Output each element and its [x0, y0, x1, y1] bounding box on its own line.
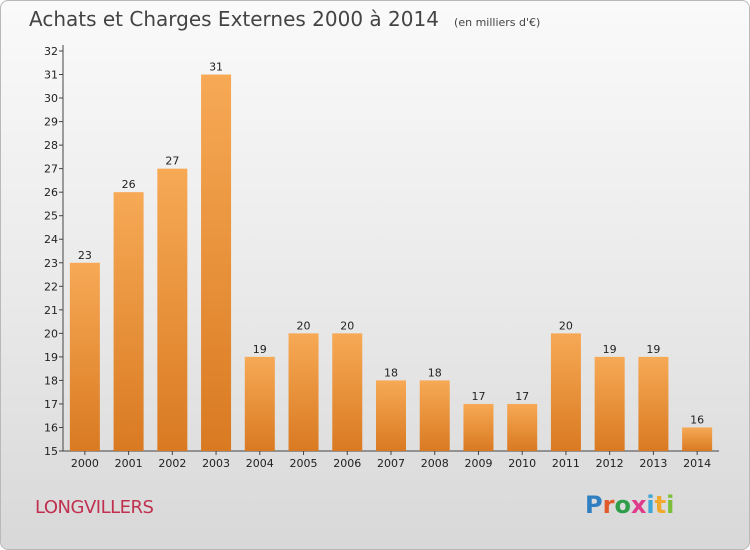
y-tick-label: 19 — [44, 351, 58, 364]
x-tick-label: 2007 — [377, 457, 405, 470]
bar-value-label: 17 — [471, 390, 485, 403]
y-tick-label: 28 — [44, 139, 58, 152]
y-tick-label: 24 — [44, 233, 58, 246]
chart-title: Achats et Charges Externes 2000 à 2014 — [29, 7, 439, 31]
y-tick-label: 16 — [44, 421, 58, 434]
y-tick-label: 31 — [44, 69, 58, 82]
x-tick-label: 2000 — [71, 457, 99, 470]
x-tick-label: 2013 — [639, 457, 667, 470]
x-tick-label: 2009 — [464, 457, 492, 470]
bar-value-label: 18 — [384, 366, 398, 379]
bar — [419, 380, 450, 451]
bar-value-label: 23 — [78, 249, 92, 262]
y-tick-label: 29 — [44, 116, 58, 129]
y-tick-label: 23 — [44, 257, 58, 270]
x-tick-label: 2004 — [246, 457, 274, 470]
bar-value-label: 19 — [603, 343, 617, 356]
y-tick-label: 25 — [44, 210, 58, 223]
title-row: Achats et Charges Externes 2000 à 2014 (… — [29, 7, 540, 31]
bar-value-label: 26 — [122, 178, 136, 191]
y-tick-label: 27 — [44, 163, 58, 176]
bar-value-label: 19 — [646, 343, 660, 356]
bar — [463, 403, 494, 451]
y-tick-label: 32 — [44, 45, 58, 58]
bar — [550, 333, 581, 451]
chart-subtitle: (en milliers d'€) — [454, 16, 541, 29]
bar — [157, 168, 188, 451]
bar-value-label: 20 — [340, 319, 354, 332]
x-tick-label: 2014 — [683, 457, 711, 470]
bar-value-label: 20 — [559, 319, 573, 332]
bar — [288, 333, 319, 451]
x-tick-label: 2006 — [333, 457, 361, 470]
bar — [201, 74, 232, 451]
bar — [594, 356, 625, 451]
bar-value-label: 17 — [515, 390, 529, 403]
bar-value-label: 31 — [209, 61, 223, 74]
bar-value-label: 19 — [253, 343, 267, 356]
bars-group: 23 26 27 31 19 20 20 18 18 17 17 20 19 19 16 — [69, 61, 713, 452]
bar-value-label: 16 — [690, 413, 704, 426]
proxiti-logo[interactable]: Proxiti — [585, 491, 675, 519]
y-tick-label: 17 — [44, 398, 58, 411]
y-tick-label: 30 — [44, 92, 58, 105]
bar — [113, 192, 144, 452]
bar — [682, 427, 713, 451]
bar-value-label: 18 — [428, 366, 442, 379]
axis-group: 15 16 17 18 19 20 21 22 23 24 25 26 27 28 29 30 31 32 2000… — [44, 45, 719, 470]
bar — [376, 380, 406, 451]
y-tick-label: 18 — [44, 374, 58, 387]
y-tick-label: 22 — [44, 280, 58, 293]
x-tick-label: 2010 — [508, 457, 536, 470]
bar — [332, 333, 363, 451]
x-tick-label: 2012 — [596, 457, 624, 470]
y-tick-label: 21 — [44, 304, 58, 317]
x-tick-label: 2002 — [158, 457, 186, 470]
bar-value-label: 27 — [165, 155, 179, 168]
x-tick-label: 2001 — [115, 457, 143, 470]
x-tick-label: 2003 — [202, 457, 230, 470]
x-tick-label: 2008 — [421, 457, 449, 470]
y-tick-label: 15 — [44, 445, 58, 458]
bar — [507, 403, 538, 451]
y-tick-label: 20 — [44, 327, 58, 340]
bar — [638, 356, 669, 451]
bar — [244, 356, 275, 451]
x-tick-label: 2005 — [290, 457, 318, 470]
bar-value-label: 20 — [297, 319, 311, 332]
place-name: LONGVILLERS — [35, 497, 154, 518]
y-tick-label: 26 — [44, 186, 58, 199]
bar — [69, 262, 100, 451]
x-tick-label: 2011 — [552, 457, 580, 470]
